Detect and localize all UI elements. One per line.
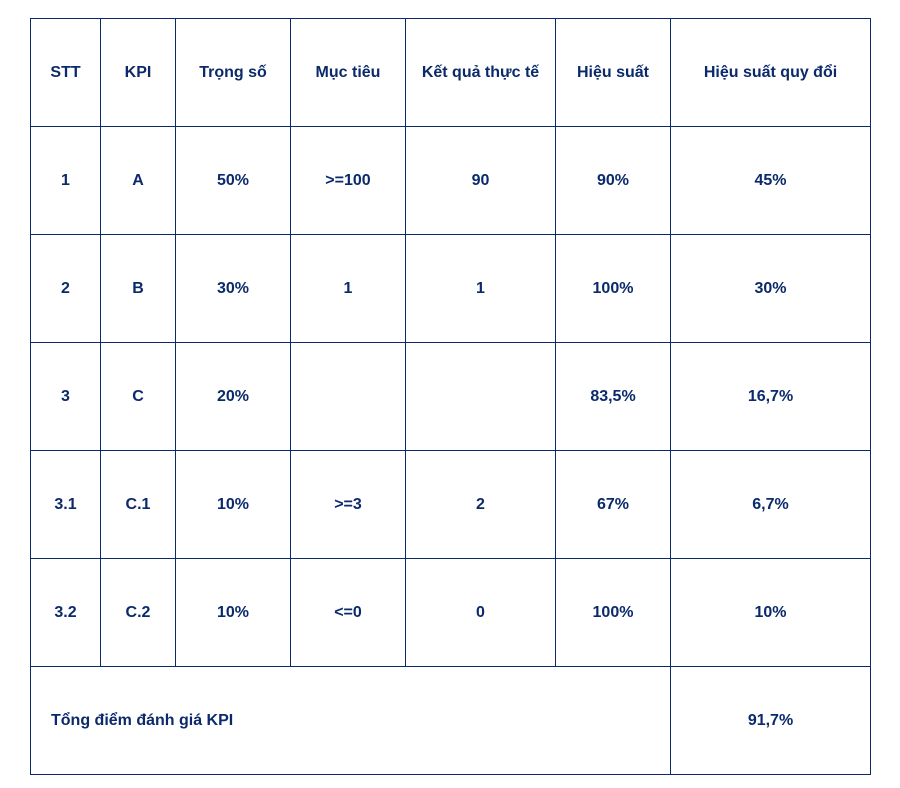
- cell-muc-tieu: 1: [291, 235, 406, 343]
- cell-hieu-suat-quy-doi: 10%: [671, 559, 871, 667]
- kpi-table: STT KPI Trọng số Mục tiêu Kết quả thực t…: [30, 18, 871, 775]
- cell-trong-so: 50%: [176, 127, 291, 235]
- cell-kpi: C: [101, 343, 176, 451]
- cell-muc-tieu: <=0: [291, 559, 406, 667]
- col-header-kpi: KPI: [101, 19, 176, 127]
- table-row: 3.2 C.2 10% <=0 0 100% 10%: [31, 559, 871, 667]
- table-row: 1 A 50% >=100 90 90% 45%: [31, 127, 871, 235]
- cell-muc-tieu: >=100: [291, 127, 406, 235]
- col-header-stt: STT: [31, 19, 101, 127]
- cell-trong-so: 30%: [176, 235, 291, 343]
- cell-ket-qua: 90: [406, 127, 556, 235]
- cell-kpi: C.2: [101, 559, 176, 667]
- cell-hieu-suat: 100%: [556, 235, 671, 343]
- footer-total-label: Tổng điểm đánh giá KPI: [31, 667, 671, 775]
- cell-hieu-suat-quy-doi: 16,7%: [671, 343, 871, 451]
- cell-stt: 1: [31, 127, 101, 235]
- cell-stt: 3.1: [31, 451, 101, 559]
- cell-hieu-suat-quy-doi: 45%: [671, 127, 871, 235]
- cell-trong-so: 10%: [176, 559, 291, 667]
- cell-stt: 2: [31, 235, 101, 343]
- cell-ket-qua: [406, 343, 556, 451]
- col-header-muc-tieu: Mục tiêu: [291, 19, 406, 127]
- cell-hieu-suat-quy-doi: 30%: [671, 235, 871, 343]
- cell-stt: 3: [31, 343, 101, 451]
- footer-total-value: 91,7%: [671, 667, 871, 775]
- cell-hieu-suat-quy-doi: 6,7%: [671, 451, 871, 559]
- table-row: 3.1 C.1 10% >=3 2 67% 6,7%: [31, 451, 871, 559]
- cell-stt: 3.2: [31, 559, 101, 667]
- table-row: 2 B 30% 1 1 100% 30%: [31, 235, 871, 343]
- cell-ket-qua: 1: [406, 235, 556, 343]
- col-header-ket-qua: Kết quả thực tế: [406, 19, 556, 127]
- kpi-table-header: STT KPI Trọng số Mục tiêu Kết quả thực t…: [31, 19, 871, 127]
- cell-kpi: A: [101, 127, 176, 235]
- cell-hieu-suat: 67%: [556, 451, 671, 559]
- cell-muc-tieu: [291, 343, 406, 451]
- kpi-table-body: 1 A 50% >=100 90 90% 45% 2 B 30% 1 1 100…: [31, 127, 871, 667]
- cell-trong-so: 20%: [176, 343, 291, 451]
- col-header-trong-so: Trọng số: [176, 19, 291, 127]
- cell-ket-qua: 0: [406, 559, 556, 667]
- cell-kpi: B: [101, 235, 176, 343]
- kpi-table-footer: Tổng điểm đánh giá KPI 91,7%: [31, 667, 871, 775]
- col-header-hieu-suat-quy-doi: Hiệu suất quy đổi: [671, 19, 871, 127]
- col-header-hieu-suat: Hiệu suất: [556, 19, 671, 127]
- cell-muc-tieu: >=3: [291, 451, 406, 559]
- cell-hieu-suat: 100%: [556, 559, 671, 667]
- table-row: 3 C 20% 83,5% 16,7%: [31, 343, 871, 451]
- cell-ket-qua: 2: [406, 451, 556, 559]
- cell-trong-so: 10%: [176, 451, 291, 559]
- cell-kpi: C.1: [101, 451, 176, 559]
- cell-hieu-suat: 90%: [556, 127, 671, 235]
- cell-hieu-suat: 83,5%: [556, 343, 671, 451]
